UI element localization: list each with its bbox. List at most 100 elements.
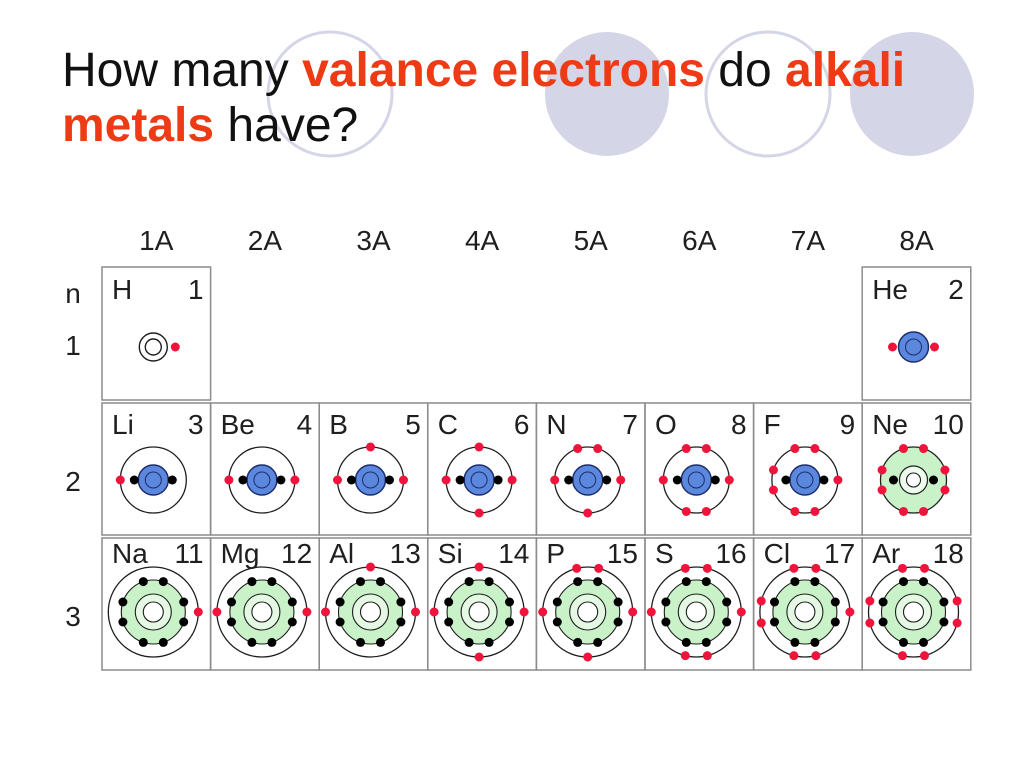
atomic-number: 13 xyxy=(390,538,421,569)
nucleus xyxy=(680,464,713,496)
cell-border xyxy=(861,266,972,401)
element-symbol: B xyxy=(329,409,348,440)
period-row-1: 1H 1 He 2 xyxy=(65,266,972,401)
valence-electron xyxy=(756,618,766,628)
valence-electron xyxy=(681,506,691,516)
valence-electron xyxy=(940,465,950,475)
valence-electron xyxy=(366,442,375,452)
inner-electron xyxy=(810,637,820,647)
valence-electron xyxy=(736,607,746,617)
atomic-number: 9 xyxy=(840,409,856,440)
atomic-number: 1 xyxy=(188,274,204,305)
element-cell-ar: Ar 18 xyxy=(861,537,972,671)
inner-electron xyxy=(464,577,474,587)
element-symbol: C xyxy=(438,409,458,440)
inner-electron xyxy=(939,597,949,607)
nucleus-ring xyxy=(687,471,705,489)
bohr-model xyxy=(646,563,746,661)
nucleus-ring xyxy=(579,471,597,489)
valence-electron xyxy=(474,442,484,452)
inner-electron xyxy=(138,637,148,647)
element-cell-cl: Cl 17 xyxy=(752,537,863,671)
valence-electron xyxy=(768,485,778,495)
valence-electron xyxy=(550,475,560,485)
electron-shell xyxy=(867,566,960,658)
valence-electron xyxy=(507,475,517,485)
valence-electron xyxy=(898,563,907,573)
inner-electron xyxy=(661,617,671,627)
inner-electron xyxy=(287,617,297,627)
element-cell-ne: Ne 10 xyxy=(861,402,972,536)
valence-electron xyxy=(680,651,690,661)
slide-title: How many valance electrons do alkali meta… xyxy=(62,43,905,153)
element-symbol: He xyxy=(872,274,908,305)
valence-electron xyxy=(877,485,887,495)
inner-electron xyxy=(781,475,791,485)
valence-electron xyxy=(519,607,529,617)
period-label: 1 xyxy=(65,330,81,361)
period-row-3: 3 Na 11 Mg 12 Al 13 Si 14 P 15 S 16 Cl 17 Ar 18 xyxy=(65,537,972,671)
inner-electron xyxy=(455,475,465,485)
element-symbol: Si xyxy=(438,538,463,569)
element-cell-li: Li 3 xyxy=(101,402,212,536)
bohr-model xyxy=(658,444,734,516)
bohr-model xyxy=(550,444,626,518)
valence-electron xyxy=(538,607,548,617)
valence-electron xyxy=(701,444,711,454)
valence-electron xyxy=(790,506,800,516)
nucleus xyxy=(137,464,170,496)
valence-electron xyxy=(845,607,855,617)
element-symbol: F xyxy=(764,409,781,440)
valence-electron xyxy=(899,444,908,454)
nucleus-ring xyxy=(144,471,162,489)
atomic-number: 18 xyxy=(933,538,964,569)
inner-electron xyxy=(722,617,732,627)
nucleus xyxy=(902,601,925,623)
inner-electron xyxy=(385,475,394,485)
inner-electron xyxy=(444,597,454,607)
inner-electron xyxy=(356,637,365,647)
inner-electron xyxy=(613,597,623,607)
atomic-number: 14 xyxy=(498,538,529,569)
element-symbol: Mg xyxy=(221,538,260,569)
inner-electron xyxy=(247,637,257,647)
title-text: How many xyxy=(62,44,303,97)
valence-electron xyxy=(302,607,312,617)
inner-electron xyxy=(919,577,928,587)
atomic-number: 6 xyxy=(514,409,530,440)
element-symbol: Li xyxy=(112,409,134,440)
valence-electron xyxy=(628,607,638,617)
inner-electron xyxy=(878,617,888,627)
period-label: 3 xyxy=(65,601,81,632)
valence-electron xyxy=(366,562,375,572)
inner-electron xyxy=(770,597,780,607)
inner-electron xyxy=(593,637,603,647)
title-highlight: valance electrons xyxy=(302,44,705,97)
title-text: have? xyxy=(214,99,359,152)
title-highlight: metals xyxy=(62,99,215,152)
nucleus-ring xyxy=(362,471,379,489)
valence-electron xyxy=(811,563,821,573)
inner-electron xyxy=(929,475,938,485)
inner-electron xyxy=(681,577,691,587)
bohr-model xyxy=(321,562,420,658)
inner-electron xyxy=(613,617,623,627)
valence-electron xyxy=(952,596,962,606)
valence-electron xyxy=(919,506,928,516)
valence-electron xyxy=(702,563,712,573)
valence-electron xyxy=(919,444,928,454)
valence-electron xyxy=(702,651,712,661)
valence-electron xyxy=(429,607,439,617)
valence-electron xyxy=(321,607,330,617)
valence-electron xyxy=(583,508,593,518)
nucleus xyxy=(897,331,930,363)
inner-electron xyxy=(267,577,277,587)
element-cell-na: Na 11 xyxy=(101,537,212,671)
inner-electron xyxy=(672,475,682,485)
valence-electron xyxy=(583,652,593,662)
valence-electron xyxy=(441,475,451,485)
